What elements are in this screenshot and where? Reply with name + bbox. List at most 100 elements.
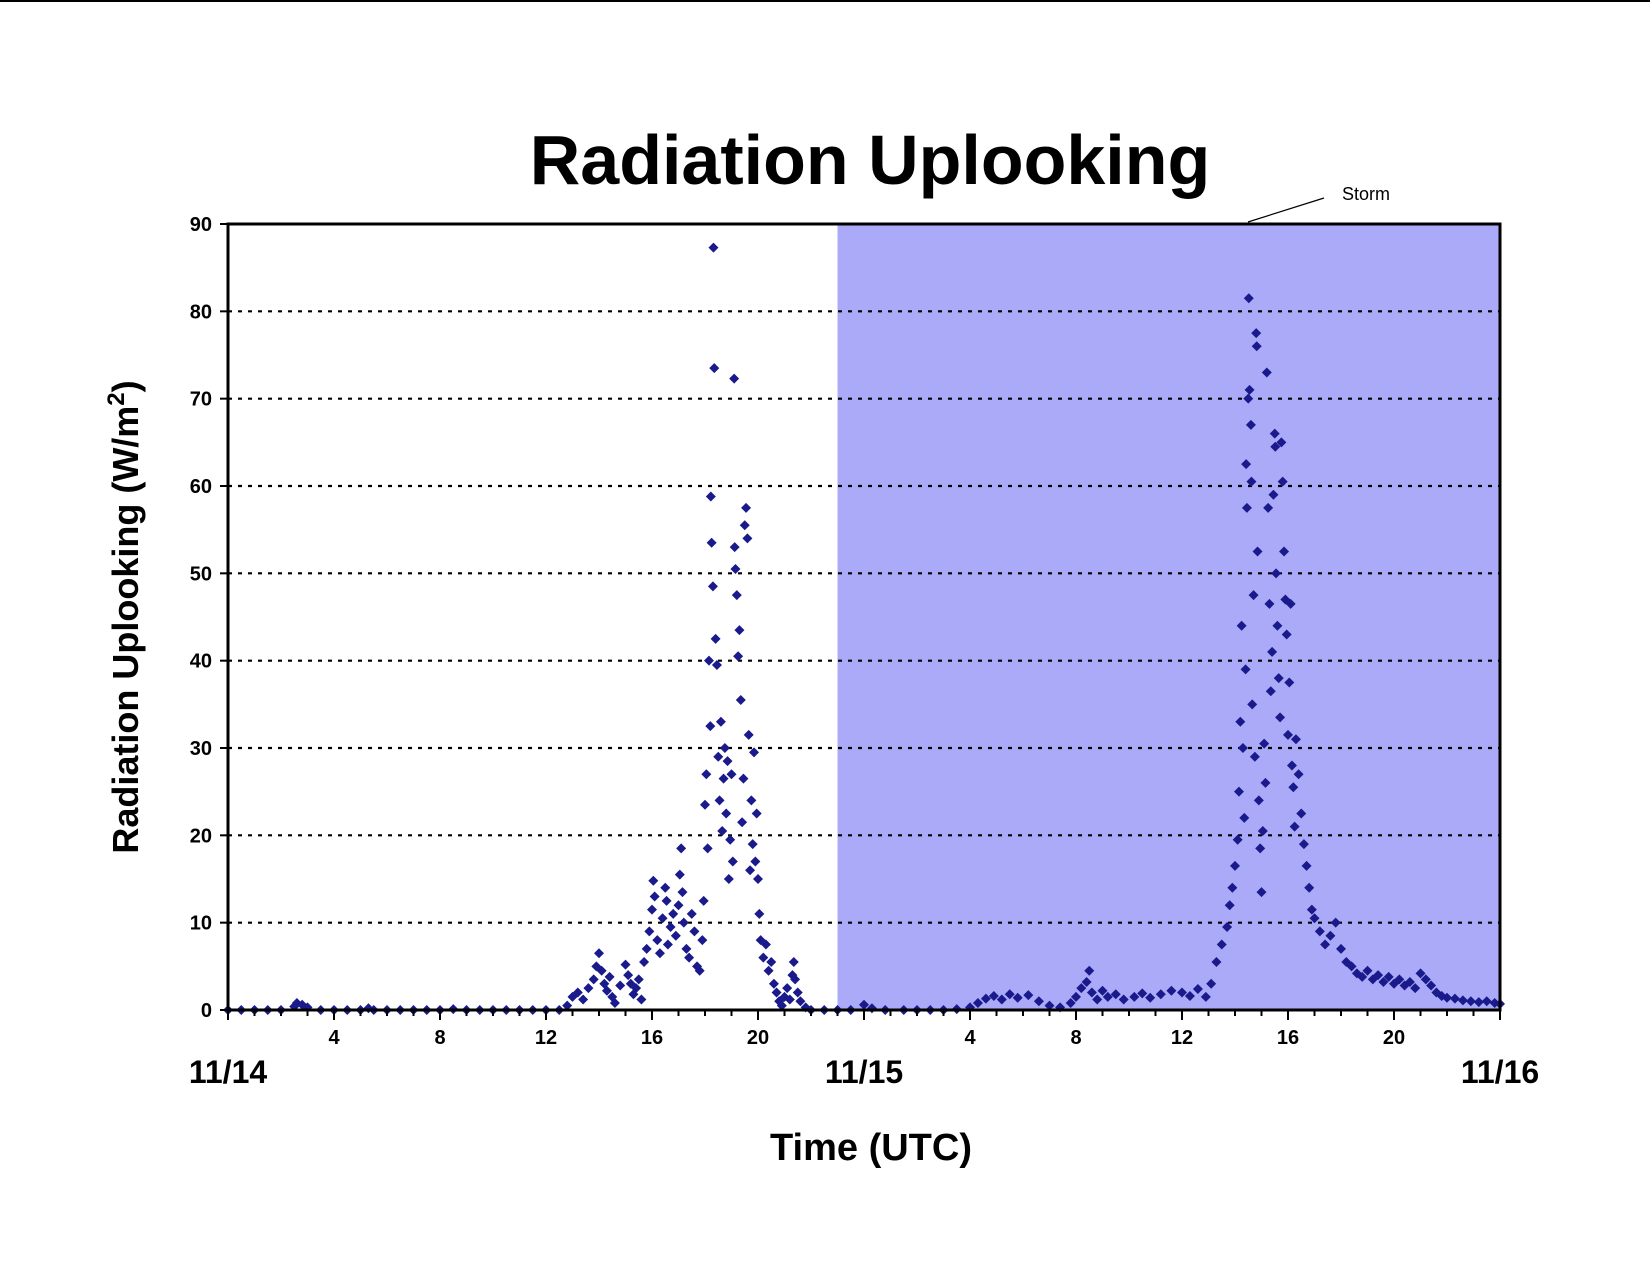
- data-point: [1216, 939, 1227, 950]
- data-point: [707, 581, 718, 592]
- data-point: [782, 983, 793, 994]
- data-point: [1410, 983, 1421, 994]
- data-point: [1233, 786, 1244, 797]
- data-point: [673, 900, 684, 911]
- data-point: [1394, 974, 1405, 985]
- x-tick-label: 4: [964, 1027, 976, 1049]
- x-tick-label: 16: [1277, 1027, 1299, 1049]
- data-point: [1309, 913, 1320, 924]
- data-point: [1249, 751, 1260, 762]
- data-point: [721, 808, 732, 819]
- data-point: [1415, 968, 1426, 979]
- x-axis-label: Time (UTC): [770, 1127, 972, 1169]
- data-point: [1248, 590, 1259, 601]
- data-point: [705, 721, 716, 732]
- data-point: [1239, 812, 1250, 823]
- data-point: [726, 769, 737, 780]
- y-tick-label: 10: [190, 913, 212, 935]
- data-point: [746, 795, 757, 806]
- data-point: [1084, 965, 1095, 976]
- data-point: [1251, 341, 1262, 352]
- data-point: [1346, 961, 1357, 972]
- data-point: [1255, 843, 1266, 854]
- data-point: [1473, 997, 1484, 1008]
- data-point: [676, 843, 687, 854]
- data-point: [657, 913, 668, 924]
- data-point: [751, 808, 762, 819]
- data-point: [1155, 989, 1166, 1000]
- data-point: [1404, 977, 1415, 988]
- data-point: [1373, 970, 1384, 981]
- data-point: [1426, 980, 1437, 991]
- data-point: [1206, 978, 1217, 989]
- data-point: [649, 891, 660, 902]
- data-point: [1137, 988, 1148, 999]
- storm-shaded-region: [837, 224, 1500, 1010]
- y-axis: 0 10 20 30 40 50 60 70 80 90: [190, 214, 228, 1022]
- storm-annotation-leader: [1247, 197, 1325, 223]
- data-point: [661, 895, 672, 906]
- data-point: [1277, 476, 1288, 487]
- data-point: [988, 991, 999, 1002]
- data-point: [788, 956, 799, 967]
- gridlines: [228, 310, 1500, 924]
- data-point: [1257, 825, 1268, 836]
- data-point: [1298, 839, 1309, 850]
- data-point: [717, 825, 728, 836]
- data-point: [754, 908, 765, 919]
- data-point: [1243, 393, 1254, 404]
- data-point: [795, 996, 806, 1007]
- data-point: [694, 965, 705, 976]
- data-point: [670, 930, 681, 941]
- y-tick-label: 0: [201, 1000, 212, 1022]
- x-tick-label: 4: [328, 1027, 340, 1049]
- data-point: [1118, 994, 1129, 1005]
- data-point: [698, 895, 709, 906]
- data-point: [1457, 995, 1468, 1006]
- data-point: [1086, 987, 1097, 998]
- data-point: [639, 956, 650, 967]
- data-point: [731, 590, 742, 601]
- data-point: [1330, 917, 1341, 928]
- plot-area: [223, 222, 1505, 1015]
- data-point: [1184, 991, 1195, 1002]
- data-point: [723, 874, 734, 884]
- y-tick-label: 30: [190, 738, 212, 760]
- data-point: [1362, 965, 1373, 976]
- data-point: [766, 956, 777, 967]
- x-tick-label: 8: [1070, 1027, 1081, 1049]
- data-point: [1110, 989, 1121, 1000]
- y-tick-label: 60: [190, 476, 212, 498]
- date-label: 11/14: [189, 1054, 268, 1090]
- data-point: [1004, 989, 1015, 1000]
- data-point: [1283, 729, 1293, 740]
- data-point: [623, 970, 634, 981]
- data-point: [686, 908, 697, 919]
- date-label: 11/15: [825, 1054, 903, 1090]
- data-point: [644, 926, 655, 937]
- data-point: [750, 856, 761, 867]
- data-point: [1272, 620, 1283, 631]
- data-point: [648, 875, 659, 886]
- data-point: [636, 994, 647, 1005]
- data-point: [1314, 926, 1325, 937]
- data-point: [1288, 782, 1299, 793]
- data-point: [715, 716, 726, 727]
- data-point: [594, 948, 604, 959]
- data-point: [1244, 384, 1255, 395]
- data-point: [609, 998, 620, 1009]
- data-point: [790, 974, 801, 985]
- data-point: [741, 502, 752, 513]
- data-point: [1237, 743, 1248, 753]
- date-labels: 11/14 11/15 11/16: [189, 1054, 1539, 1090]
- data-point: [727, 856, 738, 867]
- data-point: [705, 491, 716, 502]
- data-point: [604, 971, 615, 982]
- data-point: [1420, 974, 1431, 985]
- data-point: [1241, 502, 1252, 513]
- date-label: 11/16: [1461, 1054, 1539, 1090]
- x-tick-label: 12: [1171, 1027, 1193, 1049]
- data-point: [1260, 777, 1271, 788]
- data-point: [1264, 598, 1275, 609]
